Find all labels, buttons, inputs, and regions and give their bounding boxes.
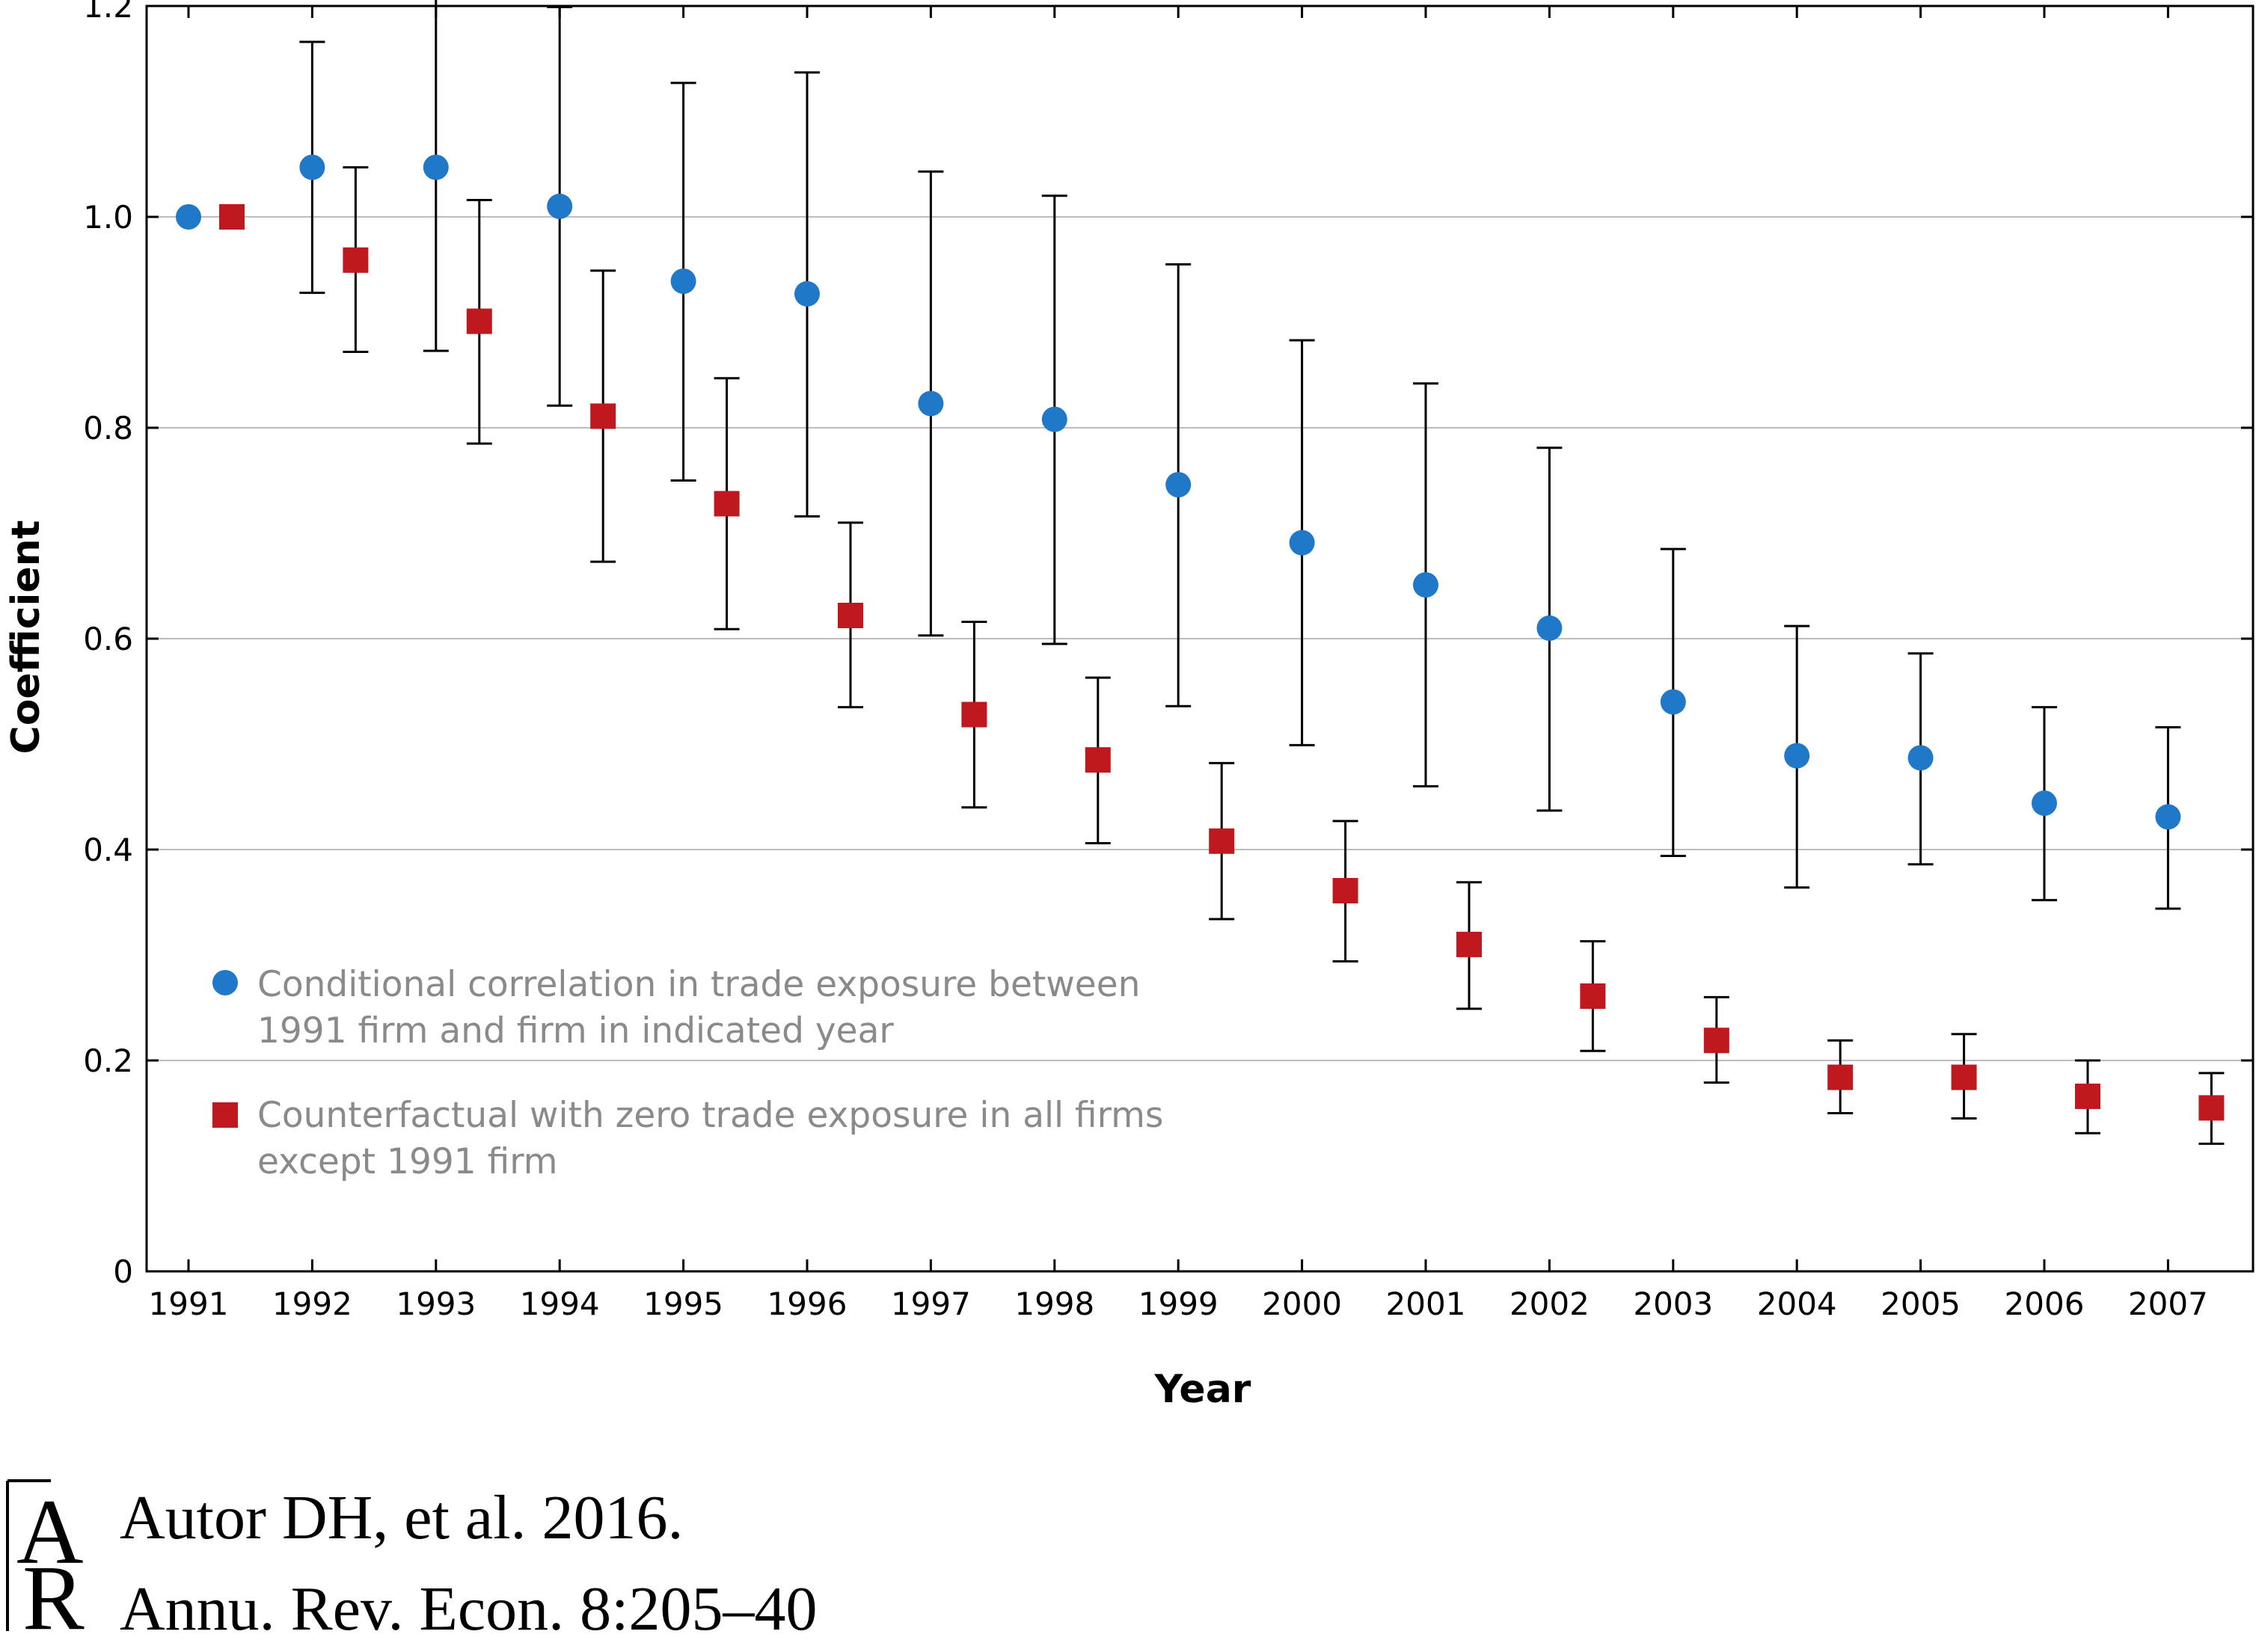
legend-marker-square: [212, 1102, 238, 1128]
y-tick-label: 0.8: [83, 410, 133, 446]
x-axis-title: Year: [1154, 1367, 1251, 1412]
x-tick-label: 1995: [643, 1286, 723, 1322]
x-tick-label: 2001: [1386, 1286, 1466, 1322]
x-tick-label: 2003: [1633, 1286, 1713, 1322]
data-point-circle: [1041, 406, 1067, 432]
data-point-square: [1827, 1064, 1854, 1090]
data-point-square: [2198, 1095, 2225, 1121]
data-point-circle: [1289, 529, 1315, 556]
x-tick-label: 2000: [1262, 1286, 1342, 1322]
x-tick-label: 1991: [149, 1286, 229, 1322]
svg-text:A: A: [16, 1481, 84, 1583]
y-tick-label: 1.2: [83, 0, 133, 25]
data-markers: [176, 154, 2225, 1121]
y-tick-label: 0.4: [83, 832, 133, 868]
x-axis: 1991 1992 1993 1994 1995 1996 1997 1998 1999 2000…: [149, 6, 2208, 1322]
y-tick-label: 1.0: [83, 199, 133, 236]
data-point-circle: [918, 390, 944, 417]
data-point-circle: [2032, 790, 2057, 816]
y-tick-label: 0.6: [83, 621, 133, 657]
data-point-circle: [299, 154, 325, 180]
citation-line-1: Autor DH, et al. 2016.: [120, 1483, 684, 1553]
x-tick-label: 1999: [1138, 1286, 1219, 1322]
svg-text:R: R: [22, 1547, 85, 1633]
y-axis-title: Coefficient: [4, 521, 49, 755]
data-point-square: [590, 403, 616, 429]
legend-label-correlation-line2: 1991 firm and firm in indicated year: [257, 1010, 894, 1051]
legend-marker-circle: [212, 970, 238, 995]
y-axis: 0 0.2 0.4 0.6 0.8 1.0 1.2: [83, 0, 2253, 1290]
legend-label-counterfactual-line1: Counterfactual with zero trade exposure …: [257, 1095, 1163, 1136]
y-tick-label: 0: [113, 1253, 133, 1290]
x-tick-label: 1997: [891, 1286, 971, 1322]
gridlines: [147, 5, 2253, 1061]
data-point-square: [1456, 931, 1482, 957]
legend: Conditional correlation in trade exposur…: [212, 964, 1163, 1182]
data-point-circle: [1536, 615, 1563, 641]
data-point-square: [961, 701, 987, 728]
data-point-square: [1703, 1028, 1729, 1054]
data-point-square: [466, 308, 492, 334]
data-point-circle: [1907, 745, 1934, 771]
data-point-square: [838, 602, 863, 628]
legend-label-correlation-line1: Conditional correlation in trade exposur…: [257, 964, 1140, 1005]
x-tick-label: 1998: [1014, 1286, 1094, 1322]
data-point-square: [2075, 1083, 2100, 1109]
x-tick-label: 2002: [1509, 1286, 1590, 1322]
x-tick-label: 2004: [1757, 1286, 1837, 1322]
x-tick-label: 2005: [1880, 1286, 1961, 1322]
data-point-circle: [423, 154, 449, 180]
x-tick-label: 1993: [396, 1286, 476, 1322]
data-point-square: [1951, 1064, 1977, 1090]
data-point-circle: [547, 193, 573, 219]
x-tick-label: 2006: [2005, 1286, 2085, 1322]
annual-reviews-logo: A R: [6, 1479, 85, 1633]
data-point-square: [219, 204, 245, 230]
data-point-circle: [2155, 804, 2181, 830]
x-tick-label: 1994: [520, 1286, 600, 1322]
x-tick-label: 1992: [272, 1286, 352, 1322]
data-point-square: [1085, 747, 1111, 773]
x-tick-label: 1996: [767, 1286, 847, 1322]
data-point-circle: [176, 204, 201, 230]
data-point-square: [1580, 983, 1606, 1009]
data-point-circle: [1165, 472, 1192, 498]
x-tick-label: 2007: [2128, 1286, 2208, 1322]
data-point-square: [1209, 828, 1235, 854]
legend-label-counterfactual-line2: except 1991 firm: [257, 1141, 557, 1182]
data-point-circle: [794, 280, 820, 307]
data-point-circle: [1784, 743, 1810, 769]
data-point-circle: [1413, 572, 1438, 598]
citation-line-2: Annu. Rev. Econ. 8:205–40: [120, 1574, 818, 1644]
y-tick-label: 0.2: [83, 1043, 133, 1079]
data-point-square: [1332, 877, 1358, 903]
data-point-circle: [1660, 689, 1686, 715]
data-point-circle: [670, 268, 696, 295]
chart: 0 0.2 0.4 0.6 0.8 1.0 1.2 1991 1992 1993 1994 1995…: [4, 0, 2255, 1412]
data-point-square: [343, 247, 369, 273]
data-point-square: [714, 491, 740, 517]
